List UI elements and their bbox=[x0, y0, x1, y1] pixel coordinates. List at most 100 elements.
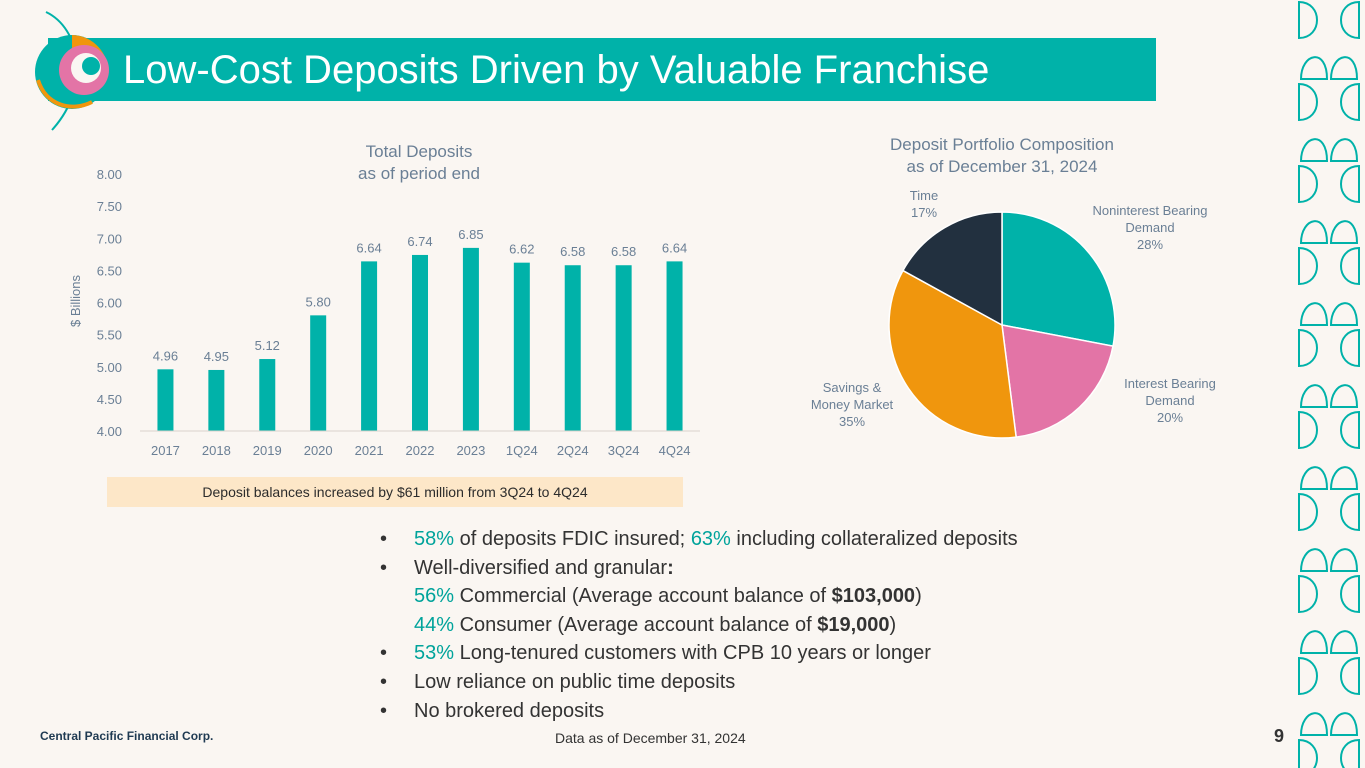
pie-slice-label: Savings & bbox=[823, 380, 882, 395]
bar-value-label: 4.95 bbox=[204, 349, 229, 364]
pie-slice bbox=[1001, 324, 1114, 438]
pie-slice-label: Money Market bbox=[811, 397, 894, 412]
y-tick-label: 4.50 bbox=[97, 392, 122, 407]
bullet-long-tenured: • 53% Long-tenured customers with CPB 10… bbox=[380, 639, 1160, 668]
pattern-tile bbox=[1299, 466, 1359, 490]
pie-slice-percent: 20% bbox=[1157, 410, 1183, 425]
decorative-pattern bbox=[1298, 0, 1360, 768]
deposit-bar bbox=[564, 265, 581, 431]
y-tick-label: 5.00 bbox=[97, 360, 122, 375]
y-tick-label: 4.00 bbox=[97, 424, 122, 439]
bullet-highlight: 63% bbox=[690, 528, 731, 550]
pie-slice-label: Noninterest Bearing bbox=[1093, 203, 1208, 218]
footer-data-note: Data as of December 31, 2024 bbox=[555, 730, 746, 746]
title-bar bbox=[48, 38, 1156, 101]
bullet-marker: • bbox=[380, 528, 388, 550]
y-tick-label: 7.50 bbox=[97, 199, 122, 214]
pattern-tile bbox=[1298, 82, 1360, 122]
pattern-tile bbox=[1299, 56, 1359, 80]
bullet-text: Well-diversified and granular bbox=[414, 556, 668, 579]
bar-value-label: 6.62 bbox=[509, 242, 534, 257]
total-deposits-bar-chart: Total Deposits as of period end $ Billio… bbox=[68, 142, 700, 458]
bar-chart-y-axis-label: $ Billions bbox=[68, 274, 83, 327]
pattern-tile bbox=[1298, 574, 1360, 614]
pattern-tile bbox=[1299, 302, 1359, 326]
pattern-tile bbox=[1299, 548, 1359, 572]
bullet-text: including collateralized deposits bbox=[730, 528, 1018, 550]
deposit-composition-pie-chart: Deposit Portfolio Composition as of Dece… bbox=[811, 135, 1216, 439]
bar-value-label: 5.12 bbox=[255, 338, 280, 353]
y-tick-label: 6.50 bbox=[97, 263, 122, 278]
pattern-tile bbox=[1299, 138, 1359, 162]
bullet-public-time: • Low reliance on public time deposits bbox=[380, 668, 1160, 697]
bullet-marker: • bbox=[380, 556, 388, 579]
bullet-consumer: 44% Consumer (Average account balance of… bbox=[380, 611, 1160, 640]
bar-chart-subtitle: as of period end bbox=[358, 164, 480, 183]
bullet-text: Long-tenured customers with CPB 10 years… bbox=[454, 642, 931, 665]
deposit-bar bbox=[513, 262, 530, 431]
pattern-tile bbox=[1298, 656, 1360, 696]
bullet-commercial: 56% Commercial (Average account balance … bbox=[380, 582, 1160, 611]
bullet-bold-value: $103,000 bbox=[831, 585, 916, 608]
deposit-bar bbox=[361, 261, 378, 431]
pie-slice bbox=[1001, 211, 1116, 348]
pie-chart-subtitle: as of December 31, 2024 bbox=[907, 157, 1098, 176]
pattern-tile bbox=[1298, 738, 1360, 768]
bar-value-label: 6.74 bbox=[407, 234, 432, 249]
pie-slice bbox=[888, 269, 1018, 439]
x-tick-label: 2020 bbox=[304, 443, 333, 458]
x-tick-label: 2019 bbox=[253, 443, 282, 458]
y-tick-label: 5.50 bbox=[97, 328, 122, 343]
bullet-marker: • bbox=[380, 670, 388, 693]
y-tick-label: 6.00 bbox=[97, 296, 122, 311]
x-tick-label: 1Q24 bbox=[506, 443, 538, 458]
pie-slice-label: Demand bbox=[1145, 393, 1194, 408]
bullet-text: Consumer (Average account balance of bbox=[454, 613, 818, 636]
bullet-marker: • bbox=[380, 642, 388, 665]
bar-value-label: 6.64 bbox=[662, 240, 687, 255]
deposit-bar bbox=[412, 254, 428, 431]
pie-chart-title: Deposit Portfolio Composition bbox=[890, 135, 1114, 154]
pie-slice-percent: 28% bbox=[1137, 237, 1163, 252]
deposit-bar bbox=[310, 315, 327, 431]
bullet-highlight: 53% bbox=[414, 642, 455, 665]
deposit-bar bbox=[259, 359, 276, 431]
bullet-highlight: 44% bbox=[414, 613, 455, 636]
x-tick-label: 2023 bbox=[456, 443, 485, 458]
bullet-text: ) bbox=[889, 613, 897, 636]
company-logo bbox=[35, 11, 109, 131]
x-tick-label: 4Q24 bbox=[659, 443, 691, 458]
pattern-tile bbox=[1299, 712, 1359, 736]
x-tick-label: 2Q24 bbox=[557, 443, 589, 458]
bullet-marker: • bbox=[380, 699, 388, 722]
deposit-callout: Deposit balances increased by $61 millio… bbox=[107, 477, 683, 507]
bullet-highlight: 58% bbox=[414, 528, 455, 550]
pattern-tile bbox=[1298, 164, 1360, 204]
bar-value-label: 6.58 bbox=[560, 244, 585, 259]
deposit-bar bbox=[462, 247, 479, 431]
bar-chart-title: Total Deposits bbox=[366, 142, 473, 161]
bullet-diversified: • Well-diversified and granular: bbox=[380, 554, 1160, 583]
pattern-tile bbox=[1298, 492, 1360, 532]
x-tick-label: 2018 bbox=[202, 443, 231, 458]
bullet-text: Low reliance on public time deposits bbox=[414, 670, 736, 693]
pattern-tile bbox=[1299, 630, 1359, 654]
bullet-text: No brokered deposits bbox=[414, 699, 605, 722]
pattern-tile bbox=[1298, 0, 1360, 40]
footer-company-name: Central Pacific Financial Corp. bbox=[40, 729, 214, 743]
pie-slice bbox=[901, 211, 1003, 327]
bullet-fdic-insured: • 58% of deposits FDIC insured; 63% incl… bbox=[380, 525, 1160, 554]
bullet-text: Commercial (Average account balance of bbox=[454, 585, 832, 608]
pattern-tile bbox=[1299, 220, 1359, 244]
deposit-bar bbox=[157, 369, 174, 431]
pattern-tile bbox=[1298, 246, 1360, 286]
y-tick-label: 7.00 bbox=[97, 231, 122, 246]
bar-value-label: 6.58 bbox=[611, 244, 636, 259]
pie-slice-label: Time bbox=[910, 188, 938, 203]
deposit-bar bbox=[208, 369, 225, 431]
bar-value-label: 5.80 bbox=[306, 294, 331, 309]
bullet-no-brokered: • No brokered deposits bbox=[380, 697, 1160, 726]
pattern-tile bbox=[1298, 328, 1360, 368]
bullet-text: ) bbox=[915, 585, 922, 608]
bullet-text: of deposits FDIC insured; bbox=[454, 528, 691, 550]
